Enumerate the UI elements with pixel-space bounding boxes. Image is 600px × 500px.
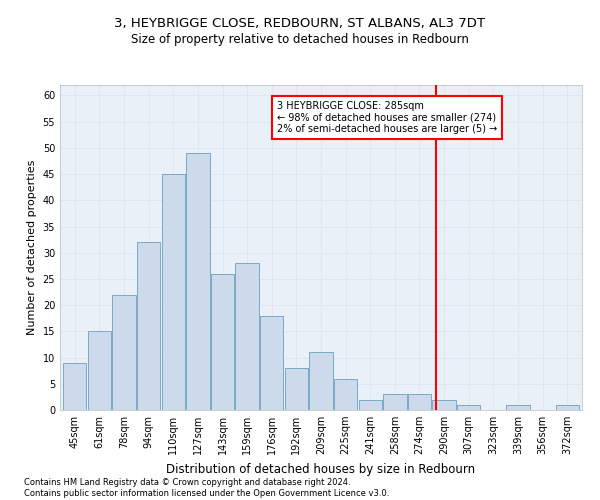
X-axis label: Distribution of detached houses by size in Redbourn: Distribution of detached houses by size … xyxy=(166,462,476,475)
Bar xyxy=(63,363,86,410)
Bar xyxy=(186,153,209,410)
Bar xyxy=(359,400,382,410)
Bar xyxy=(211,274,234,410)
Bar xyxy=(506,405,530,410)
Bar xyxy=(310,352,332,410)
Bar xyxy=(137,242,160,410)
Text: 3, HEYBRIGGE CLOSE, REDBOURN, ST ALBANS, AL3 7DT: 3, HEYBRIGGE CLOSE, REDBOURN, ST ALBANS,… xyxy=(115,18,485,30)
Bar xyxy=(556,405,579,410)
Bar xyxy=(88,332,111,410)
Text: Size of property relative to detached houses in Redbourn: Size of property relative to detached ho… xyxy=(131,32,469,46)
Bar xyxy=(408,394,431,410)
Bar xyxy=(161,174,185,410)
Bar xyxy=(383,394,407,410)
Y-axis label: Number of detached properties: Number of detached properties xyxy=(27,160,37,335)
Bar xyxy=(284,368,308,410)
Bar xyxy=(334,378,358,410)
Bar xyxy=(235,263,259,410)
Bar xyxy=(112,294,136,410)
Text: 3 HEYBRIGGE CLOSE: 285sqm
← 98% of detached houses are smaller (274)
2% of semi-: 3 HEYBRIGGE CLOSE: 285sqm ← 98% of detac… xyxy=(277,100,497,134)
Text: Contains HM Land Registry data © Crown copyright and database right 2024.
Contai: Contains HM Land Registry data © Crown c… xyxy=(24,478,389,498)
Bar xyxy=(433,400,456,410)
Bar xyxy=(457,405,481,410)
Bar xyxy=(260,316,283,410)
